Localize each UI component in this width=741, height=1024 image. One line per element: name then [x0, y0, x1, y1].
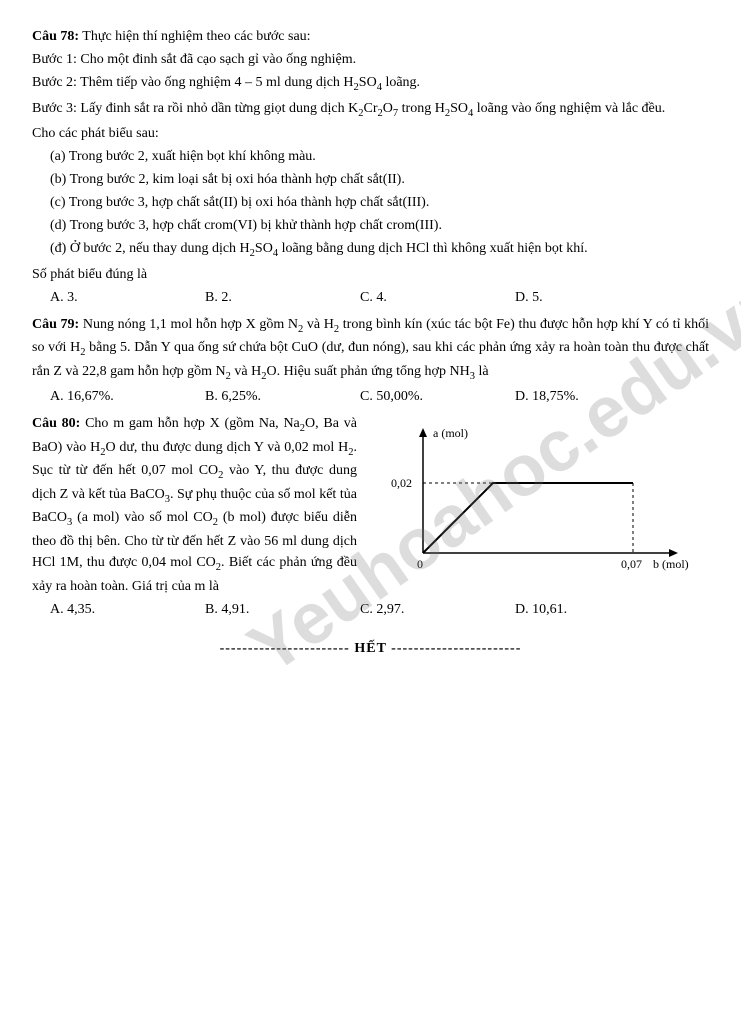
q78-b2-b: SO [359, 75, 377, 90]
t: Cho m gam hỗn hợp X (gồm Na, Na [80, 416, 299, 431]
chart-line [423, 483, 633, 553]
t: là [475, 364, 489, 379]
t: loãng bằng dung dịch HCl thì không xuất … [278, 241, 588, 256]
q78-b2-c: loãng. [382, 75, 420, 90]
q78-opt-b: B. 2. [205, 287, 360, 308]
q79-opt-c: C. 50,00%. [360, 386, 515, 407]
q80-text: Câu 80: Cho m gam hỗn hợp X (gồm Na, Na2… [32, 413, 357, 596]
q79-opt-d: D. 18,75%. [515, 386, 670, 407]
q78-cho: Cho các phát biểu sau: [32, 123, 709, 144]
q78-options: A. 3. B. 2. C. 4. D. 5. [32, 287, 670, 308]
q80-chart: a (mol) 0,02 0 0,07 b (mol) [373, 413, 709, 593]
q78-c: (c) Trong bước 3, hợp chất sắt(II) bị ox… [32, 192, 709, 213]
q79-title: Câu 79: [32, 317, 79, 332]
t: Bước 3: Lấy đinh sắt ra rồi nhỏ dần từng… [32, 101, 358, 116]
q78-a: (a) Trong bước 2, xuất hiện bọt khí khôn… [32, 146, 709, 167]
q80-opt-b: B. 4,91. [205, 599, 360, 620]
x-arrow-icon [669, 549, 678, 557]
q80-title: Câu 80: [32, 416, 80, 431]
het-text: HẾT [354, 641, 386, 656]
t: O [383, 101, 393, 116]
q78-b1: Bước 1: Cho một đinh sắt đã cạo sạch gỉ … [32, 49, 709, 70]
y-arrow-icon [419, 428, 427, 437]
q78-b: (b) Trong bước 2, kim loại sắt bị oxi hó… [32, 169, 709, 190]
t: O dư, thu được dung dịch Y và 0,02 mol H [105, 440, 348, 455]
x-tick-1: 0,07 [621, 557, 642, 571]
q79-opt-a: A. 16,67%. [50, 386, 205, 407]
q80-opt-d: D. 10,61. [515, 599, 670, 620]
q78-b2-a: Bước 2: Thêm tiếp vào ống nghiệm 4 – 5 m… [32, 75, 354, 90]
t: SO [255, 241, 273, 256]
x-tick-0: 0 [417, 557, 423, 571]
t: trong H [398, 101, 445, 116]
q79-body: Câu 79: Nung nóng 1,1 mol hỗn hợp X gồm … [32, 314, 709, 385]
q79-options: A. 16,67%. B. 6,25%. C. 50,00%. D. 18,75… [32, 386, 670, 407]
x-label: b (mol) [653, 557, 689, 571]
q78-ask: Số phát biểu đúng là [32, 264, 709, 285]
t: loãng vào ống nghiệm và lắc đều. [473, 101, 665, 116]
footer-end: ----------------------- HẾT ------------… [32, 638, 709, 659]
t: O. Hiệu suất phản ứng tổng hợp NH [266, 364, 469, 379]
q78-intro: Thực hiện thí nghiệm theo các bước sau: [79, 29, 310, 44]
t: SO [450, 101, 468, 116]
q78-e: (đ) Ở bước 2, nếu thay dung dịch H2SO4 l… [32, 238, 709, 262]
t: (a mol) vào số mol CO [72, 510, 213, 525]
q78-opt-d: D. 5. [515, 287, 670, 308]
t: Cr [364, 101, 378, 116]
t: (đ) Ở bước 2, nếu thay dung dịch H [50, 241, 250, 256]
q78-opt-c: C. 4. [360, 287, 515, 308]
q78-title: Câu 78: [32, 29, 79, 44]
y-tick: 0,02 [391, 476, 412, 490]
q78-b3: Bước 3: Lấy đinh sắt ra rồi nhỏ dần từng… [32, 98, 709, 122]
q78-opt-a: A. 3. [50, 287, 205, 308]
q79-opt-b: B. 6,25%. [205, 386, 360, 407]
t: và H [303, 317, 334, 332]
t: Nung nóng 1,1 mol hỗn hợp X gồm N [79, 317, 298, 332]
q80-row: Câu 80: Cho m gam hỗn hợp X (gồm Na, Na2… [32, 413, 709, 596]
chart-svg: a (mol) 0,02 0 0,07 b (mol) [373, 423, 693, 593]
q78-d: (d) Trong bước 3, hợp chất crom(VI) bị k… [32, 215, 709, 236]
y-label: a (mol) [433, 426, 468, 440]
t: và H [231, 364, 261, 379]
q80-opt-a: A. 4,35. [50, 599, 205, 620]
q80-options: A. 4,35. B. 4,91. C. 2,97. D. 10,61. [32, 599, 670, 620]
q78-title-line: Câu 78: Thực hiện thí nghiệm theo các bư… [32, 26, 709, 47]
q78-b2: Bước 2: Thêm tiếp vào ống nghiệm 4 – 5 m… [32, 72, 709, 96]
q80-opt-c: C. 2,97. [360, 599, 515, 620]
